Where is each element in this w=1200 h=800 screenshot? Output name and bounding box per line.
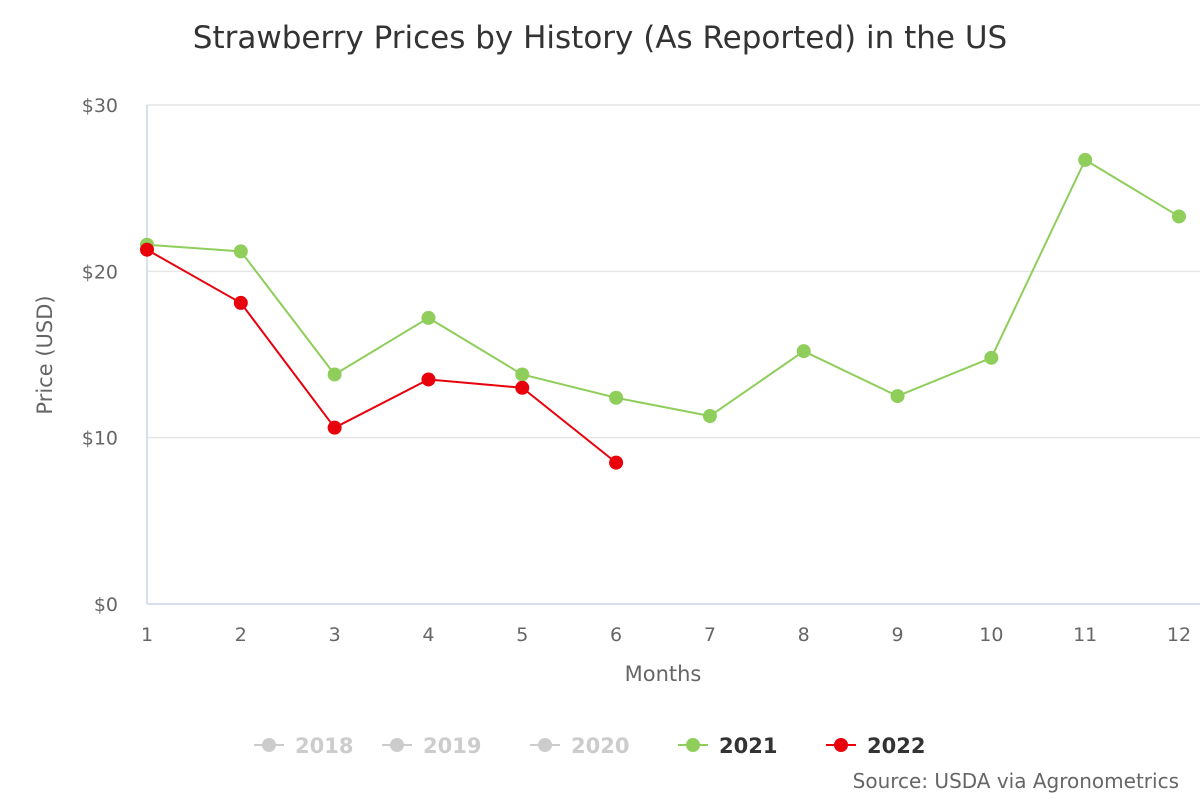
y-axis-title: Price (USD) xyxy=(33,295,57,414)
data-point[interactable] xyxy=(515,367,530,382)
grid-lines xyxy=(147,104,1200,439)
legend-label: 2019 xyxy=(423,734,481,758)
legend-symbol-marker xyxy=(834,738,848,752)
data-point[interactable] xyxy=(984,350,999,365)
chart-credits: Source: USDA via Agronometrics xyxy=(853,769,1179,793)
x-tick-label: 4 xyxy=(422,624,434,646)
data-point[interactable] xyxy=(140,242,154,257)
data-point[interactable] xyxy=(890,389,905,404)
legend-label: 2018 xyxy=(295,734,353,758)
series-2022 xyxy=(140,242,624,470)
data-point[interactable] xyxy=(421,310,436,325)
x-tick-label: 10 xyxy=(979,624,1003,646)
series-2021 xyxy=(140,152,1186,424)
y-axis-tick-labels: $0 $10 $20 $30 xyxy=(82,95,118,616)
data-point[interactable] xyxy=(233,244,248,259)
legend-label: 2020 xyxy=(571,734,629,758)
x-tick-label: 9 xyxy=(891,624,903,646)
data-point[interactable] xyxy=(1172,209,1186,224)
x-tick-label: 5 xyxy=(516,624,528,646)
legend-symbol-marker xyxy=(686,738,700,752)
x-tick-label: 2 xyxy=(235,624,247,646)
legend: 2018 2019 2020 2021 2022 xyxy=(254,734,925,758)
x-tick-label: 12 xyxy=(1167,624,1191,646)
legend-item-2022[interactable]: 2022 xyxy=(826,734,925,758)
series-line xyxy=(146,248,617,464)
axes xyxy=(146,105,1200,605)
legend-item-2019[interactable]: 2019 xyxy=(382,734,481,758)
x-axis-tick-labels: 1 2 3 4 5 6 7 8 9 10 11 12 xyxy=(141,624,1191,646)
data-point[interactable] xyxy=(609,390,624,405)
y-tick-label: $20 xyxy=(82,261,118,283)
x-axis-title: Months xyxy=(625,662,702,686)
series-line xyxy=(146,158,1180,418)
chart-title: Strawberry Prices by History (As Reporte… xyxy=(193,20,1007,56)
x-tick-label: 6 xyxy=(610,624,622,646)
legend-symbol-marker xyxy=(262,738,276,752)
data-point[interactable] xyxy=(702,409,717,424)
series-layer xyxy=(140,152,1186,470)
x-tick-label: 1 xyxy=(141,624,153,646)
data-point[interactable] xyxy=(421,372,436,387)
x-tick-label: 3 xyxy=(329,624,341,646)
y-tick-label: $10 xyxy=(82,428,118,450)
legend-symbol-marker xyxy=(390,738,404,752)
legend-item-2020[interactable]: 2020 xyxy=(530,734,629,758)
x-tick-label: 11 xyxy=(1073,624,1097,646)
x-tick-label: 8 xyxy=(798,624,810,646)
y-tick-label: $30 xyxy=(82,95,118,117)
legend-label: 2022 xyxy=(867,734,925,758)
legend-item-2018[interactable]: 2018 xyxy=(254,734,353,758)
data-point[interactable] xyxy=(327,367,342,382)
x-tick-label: 7 xyxy=(704,624,716,646)
legend-symbol-marker xyxy=(538,738,552,752)
data-point[interactable] xyxy=(233,295,248,310)
legend-label: 2021 xyxy=(719,734,777,758)
data-point[interactable] xyxy=(1078,152,1093,167)
legend-item-2021[interactable]: 2021 xyxy=(678,734,777,758)
data-point[interactable] xyxy=(515,380,530,395)
data-point[interactable] xyxy=(796,344,811,359)
y-tick-label: $0 xyxy=(94,594,118,616)
data-point[interactable] xyxy=(609,455,624,470)
data-point[interactable] xyxy=(327,420,342,435)
